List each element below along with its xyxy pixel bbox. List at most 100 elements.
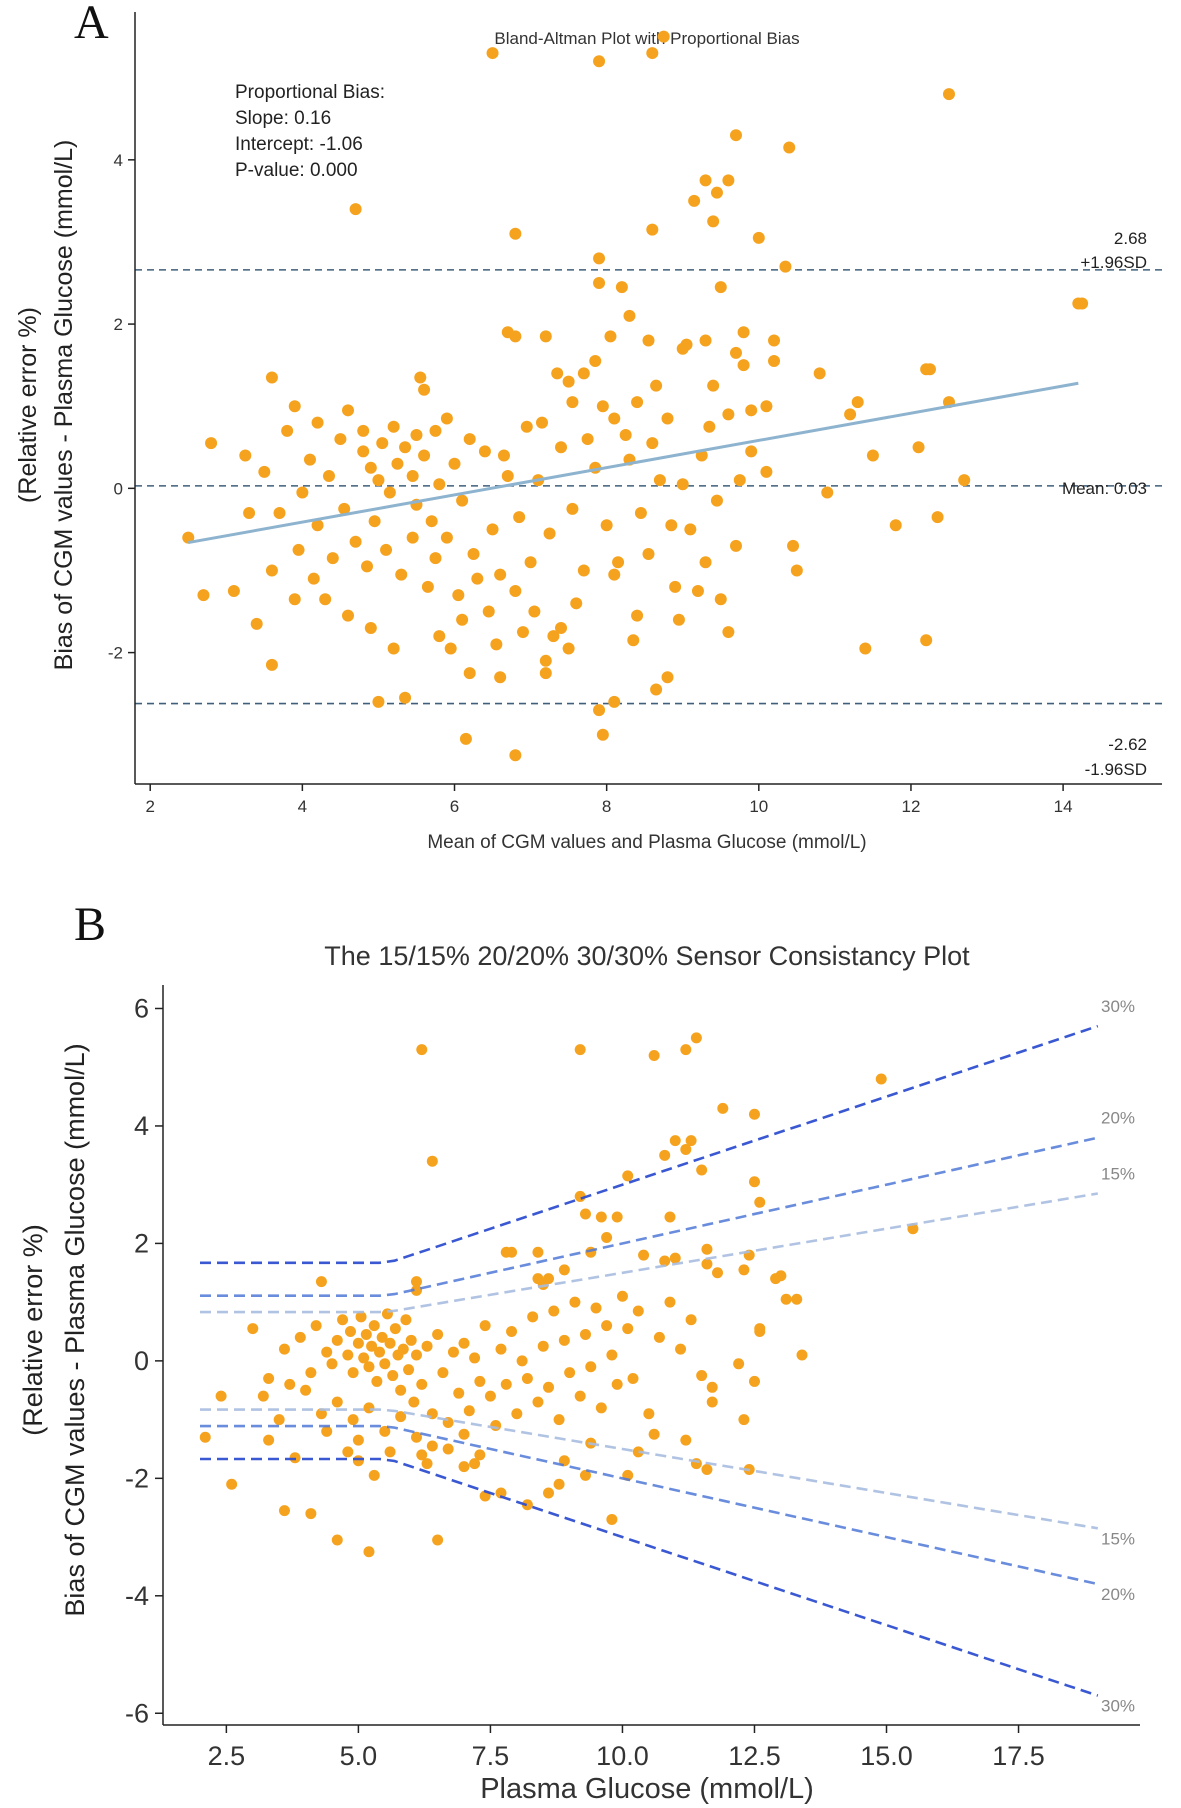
data-point — [748, 1108, 760, 1120]
data-point — [372, 474, 385, 487]
data-point — [410, 1276, 422, 1288]
data-point — [410, 1284, 422, 1296]
data-point — [690, 1032, 702, 1044]
data-point — [547, 630, 560, 643]
data-point — [284, 1378, 296, 1390]
data-point — [566, 502, 579, 515]
data-point — [665, 519, 678, 532]
data-point — [363, 1361, 375, 1373]
data-point — [646, 47, 659, 60]
panel-b-band-labels: 30% 30% 20% 20% 15% 15% — [1101, 997, 1135, 1716]
data-point — [601, 1320, 613, 1332]
data-point — [474, 1449, 486, 1461]
data-point — [521, 1372, 533, 1384]
panel-b-label: B — [74, 898, 106, 951]
data-point — [363, 1402, 375, 1414]
data-point — [593, 55, 606, 68]
data-point — [632, 1446, 644, 1458]
data-point — [399, 441, 412, 454]
upper-loa-label: +1.96SD — [1080, 253, 1147, 272]
x-tick-label: 17.5 — [992, 1741, 1045, 1771]
data-point — [775, 1270, 787, 1282]
panel-b-x-ticks: 2.5 5.0 7.5 10.0 12.5 15.0 17.5 — [208, 1725, 1045, 1771]
data-point — [691, 585, 704, 597]
data-point — [612, 556, 625, 569]
data-point — [714, 593, 727, 606]
data-point — [342, 609, 355, 622]
data-point — [406, 470, 419, 483]
data-point — [539, 667, 552, 680]
data-point — [437, 1367, 449, 1379]
data-point — [342, 1349, 354, 1361]
band-label-30pct-upper: 30% — [1101, 997, 1135, 1016]
data-point — [703, 420, 716, 433]
data-point — [376, 1331, 388, 1343]
panel-a-annotation: Proportional Bias: Slope: 0.16 Intercept… — [235, 82, 385, 181]
panel-b-y-label-relative: (Relative error %) — [18, 1224, 48, 1436]
data-point — [699, 556, 712, 569]
data-point — [458, 1461, 470, 1473]
annotation-p-value: P-value: 0.000 — [235, 160, 358, 181]
panel-a-reference-labels: 2.68 +1.96SD Mean: 0.03 -2.62 -1.96SD — [1062, 229, 1147, 779]
data-point — [562, 375, 575, 388]
data-point — [680, 1143, 692, 1155]
data-point — [680, 1434, 692, 1446]
data-point — [400, 1314, 412, 1326]
data-point — [648, 1428, 660, 1440]
data-point — [467, 548, 480, 561]
data-point — [634, 506, 647, 519]
x-tick-label: 2 — [145, 797, 154, 816]
data-point — [395, 1411, 407, 1423]
data-point — [288, 593, 301, 606]
data-point — [606, 1349, 618, 1361]
data-point — [722, 408, 735, 421]
data-point — [684, 523, 697, 536]
data-point — [474, 1375, 486, 1387]
data-point — [281, 424, 294, 437]
x-tick-label: 10.0 — [596, 1741, 649, 1771]
data-point — [593, 277, 606, 290]
panel-a-regression-line — [187, 381, 1079, 545]
data-point — [397, 1343, 409, 1355]
data-point — [555, 621, 568, 634]
data-point — [406, 531, 419, 544]
data-point — [653, 1331, 665, 1343]
data-point — [410, 428, 423, 441]
data-point — [608, 695, 621, 708]
data-point — [539, 330, 552, 343]
data-point — [490, 1419, 502, 1431]
data-point — [294, 1331, 306, 1343]
data-point — [426, 1440, 438, 1452]
data-point — [296, 486, 309, 499]
data-point — [701, 1464, 713, 1476]
data-point — [737, 359, 750, 372]
y-tick-label: 4 — [114, 151, 123, 170]
data-point — [495, 1487, 507, 1499]
data-point — [357, 445, 370, 458]
data-point — [535, 416, 548, 429]
data-point — [384, 1337, 396, 1349]
data-point — [791, 1293, 803, 1305]
data-point — [680, 338, 693, 351]
data-point — [707, 379, 720, 392]
data-point — [315, 1276, 327, 1288]
data-point — [380, 543, 393, 556]
data-point — [458, 1337, 470, 1349]
data-point — [456, 494, 469, 507]
data-point — [484, 1390, 496, 1402]
y-tick-label: 0 — [134, 1346, 149, 1376]
data-point — [482, 605, 495, 618]
panel-b-x-label: Plasma Glucose (mmol/L) — [480, 1773, 814, 1805]
data-point — [442, 1443, 454, 1455]
panel-b-title: The 15/15% 20/20% 30/30% Sensor Consista… — [324, 941, 970, 971]
data-point — [425, 515, 438, 528]
data-point — [745, 445, 758, 458]
data-point — [205, 437, 218, 450]
data-point — [513, 511, 526, 524]
data-point — [710, 186, 723, 199]
data-point — [577, 564, 590, 577]
data-point — [263, 1434, 275, 1446]
band-30pct-lower — [200, 1457, 1099, 1697]
data-point — [395, 568, 408, 581]
x-tick-label: 4 — [298, 797, 307, 816]
